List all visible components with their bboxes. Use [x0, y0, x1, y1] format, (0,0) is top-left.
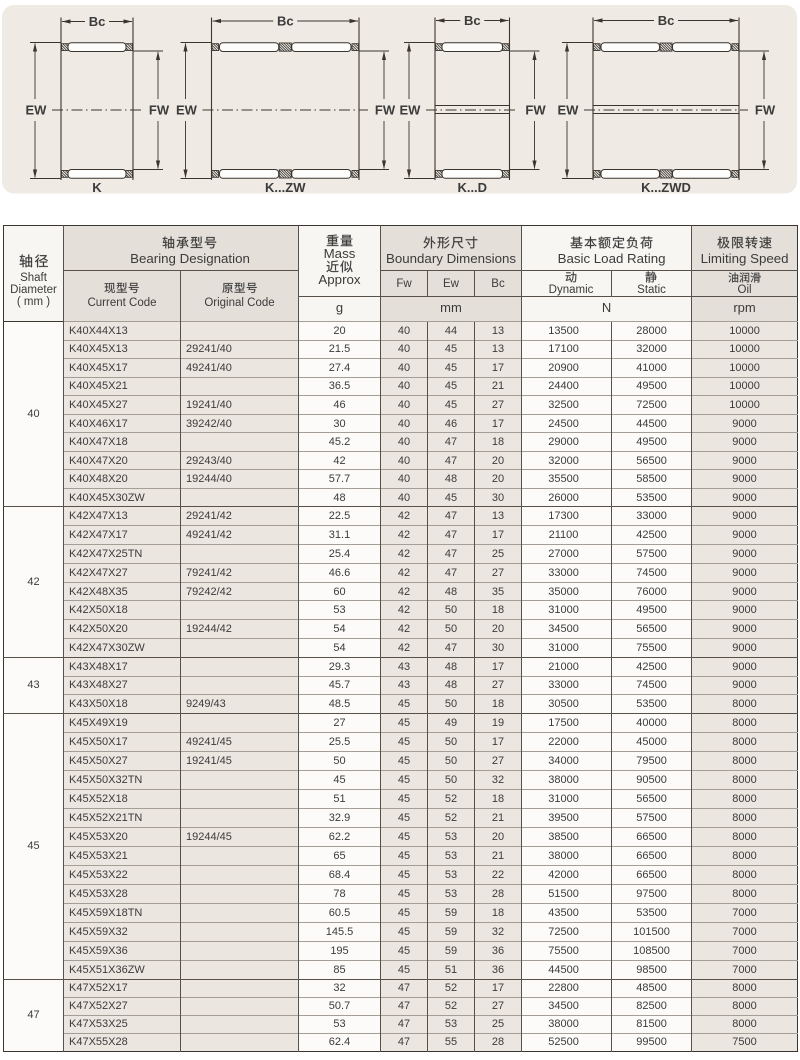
svg-text:K...ZW: K...ZW: [265, 180, 306, 195]
svg-text:EW: EW: [400, 103, 422, 118]
svg-text:FW: FW: [375, 103, 396, 118]
svg-text:EW: EW: [558, 103, 580, 118]
svg-text:Bc: Bc: [277, 14, 294, 29]
svg-text:EW: EW: [176, 103, 198, 118]
svg-text:Bc: Bc: [658, 13, 675, 28]
svg-text:FW: FW: [525, 103, 546, 118]
svg-text:K...D: K...D: [457, 180, 487, 195]
svg-text:EW: EW: [26, 103, 48, 118]
svg-text:K: K: [92, 180, 102, 195]
svg-text:Bc: Bc: [89, 14, 106, 29]
svg-text:Bc: Bc: [464, 13, 481, 28]
svg-text:K...ZWD: K...ZWD: [641, 180, 691, 195]
svg-text:FW: FW: [755, 103, 776, 118]
svg-text:FW: FW: [149, 103, 170, 118]
